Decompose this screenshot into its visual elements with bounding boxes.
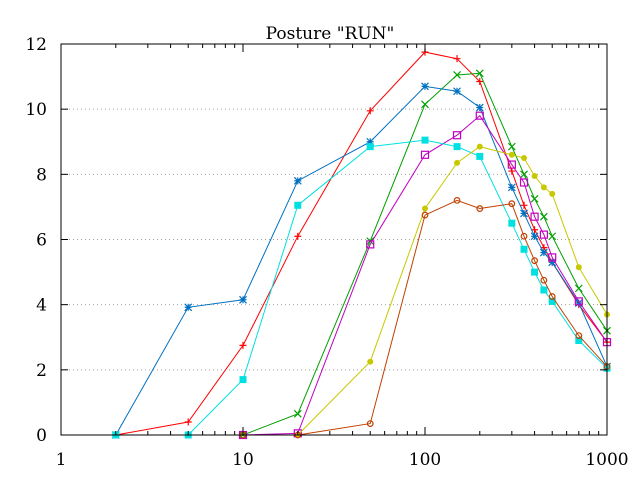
series-line — [297, 146, 608, 436]
data-point — [366, 143, 374, 151]
data-point — [540, 184, 547, 191]
data-point — [453, 196, 461, 204]
data-point — [508, 200, 516, 208]
chart-title: Posture "RUN" — [266, 24, 395, 44]
data-point — [520, 245, 528, 253]
y-tick-label: 8 — [36, 165, 47, 185]
y-tick-label: 6 — [36, 231, 47, 251]
data-point — [453, 55, 461, 63]
data-point — [239, 376, 247, 384]
data-point — [366, 240, 375, 249]
y-tick-label: 10 — [25, 100, 47, 120]
data-point — [539, 212, 548, 221]
data-point — [293, 409, 302, 418]
data-point — [476, 77, 484, 85]
data-point — [184, 418, 192, 426]
data-point — [531, 257, 538, 265]
data-point — [548, 232, 557, 241]
data-point — [366, 420, 374, 427]
data-point — [521, 155, 528, 162]
series-4 — [238, 111, 612, 440]
x-tick-label: 1000 — [585, 450, 628, 470]
x-tick-label: 100 — [409, 450, 441, 470]
series-line — [243, 199, 608, 436]
data-point — [539, 230, 548, 239]
data-point — [575, 337, 583, 345]
y-tick-label: 0 — [36, 426, 47, 446]
series-line — [115, 85, 608, 436]
data-point — [519, 178, 529, 187]
data-point — [507, 183, 516, 192]
data-point — [548, 258, 557, 267]
data-point — [530, 194, 539, 203]
data-point — [531, 226, 539, 234]
data-point — [239, 295, 247, 304]
data-point — [421, 211, 429, 219]
data-point — [540, 276, 548, 284]
y-tick-label: 12 — [25, 35, 47, 55]
data-point — [293, 176, 302, 185]
data-point — [475, 69, 484, 78]
data-point — [475, 111, 484, 120]
data-point — [452, 131, 462, 140]
data-point — [575, 332, 583, 340]
data-point — [531, 172, 538, 179]
data-point — [539, 248, 548, 257]
data-point — [508, 219, 516, 227]
series-line — [115, 139, 608, 436]
data-point — [530, 212, 539, 221]
data-point — [531, 268, 539, 276]
series-group — [111, 48, 612, 440]
data-point — [421, 82, 429, 91]
data-point — [548, 293, 556, 300]
data-point — [508, 151, 515, 158]
data-point — [507, 160, 516, 169]
y-tick-label: 2 — [36, 361, 47, 381]
data-point — [575, 264, 582, 271]
data-point — [476, 143, 483, 150]
data-point — [239, 341, 247, 349]
data-point — [574, 284, 583, 293]
axes-ticks: 0 2 4 6 8 10 12 1 10 100 1000 — [25, 35, 628, 470]
data-point — [453, 143, 461, 151]
data-point — [421, 136, 429, 144]
data-point — [476, 205, 484, 212]
series-line — [242, 114, 608, 436]
data-point — [453, 71, 461, 79]
data-point — [540, 286, 548, 294]
data-point — [574, 299, 583, 307]
data-point — [549, 190, 556, 197]
data-point — [520, 201, 528, 209]
data-point — [294, 232, 302, 240]
data-point — [294, 201, 302, 209]
data-point — [454, 159, 461, 166]
data-point — [520, 209, 528, 218]
data-point — [520, 232, 528, 240]
data-point — [184, 303, 193, 312]
data-point — [574, 297, 583, 306]
x-tick-label: 1 — [56, 450, 67, 470]
data-point — [422, 205, 428, 212]
data-point — [420, 150, 430, 159]
data-point — [475, 103, 484, 112]
data-point — [520, 170, 528, 179]
data-point — [508, 167, 516, 175]
data-point — [366, 107, 374, 115]
data-point — [367, 358, 374, 365]
data-point — [476, 152, 484, 160]
y-tick-label: 4 — [36, 296, 47, 316]
data-point — [548, 253, 557, 262]
data-point — [530, 232, 539, 241]
data-point — [548, 297, 556, 305]
series-5 — [112, 136, 611, 439]
series-3 — [111, 82, 611, 439]
data-point — [453, 87, 461, 96]
data-point — [421, 100, 429, 109]
data-point — [366, 137, 375, 146]
x-tick-label: 10 — [232, 450, 254, 470]
series-6 — [294, 143, 610, 438]
series-1 — [112, 48, 611, 439]
data-point — [507, 142, 516, 151]
